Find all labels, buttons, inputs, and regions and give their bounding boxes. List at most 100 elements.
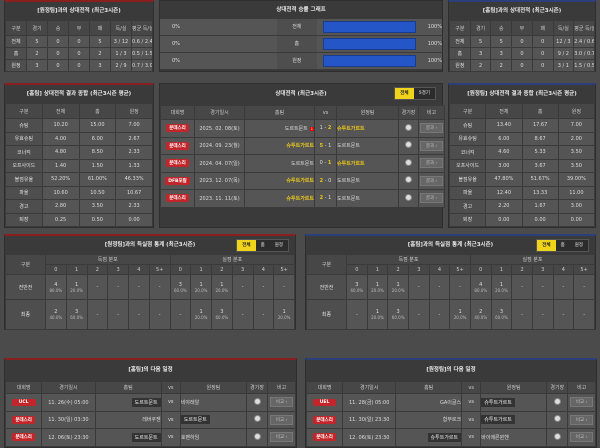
- away-team-name[interactable]: 바이에른뮌헨: [481, 434, 509, 441]
- home-team-name[interactable]: GA이글스: [440, 399, 462, 406]
- away-team[interactable]: 호펜하임: [179, 428, 247, 447]
- score: 2 - 0: [314, 171, 337, 190]
- cell: 0: [531, 47, 554, 60]
- away-team[interactable]: 슈투트가르트: [336, 154, 399, 173]
- result-button[interactable]: 결과 ›: [419, 140, 444, 151]
- away-team-name[interactable]: 도르트문트: [337, 143, 361, 150]
- goal-count: -: [438, 311, 441, 318]
- goal-count: -: [521, 311, 523, 318]
- row-label: 최종: [306, 299, 347, 330]
- stadium-cell: [245, 410, 269, 429]
- home-team[interactable]: 레버쿠젠: [94, 410, 162, 429]
- home-team[interactable]: 함부르크: [395, 410, 463, 429]
- away-team[interactable]: 도르트문트: [179, 410, 247, 429]
- tab-5-games[interactable]: 5경기: [418, 91, 430, 96]
- away-team[interactable]: 도르트문트: [336, 171, 399, 190]
- away-team[interactable]: 슈투트가르트: [480, 393, 548, 412]
- away-team-name[interactable]: 도르트문트: [337, 178, 361, 185]
- home-team[interactable]: 슈투트가르트: [244, 136, 315, 155]
- home-team[interactable]: 슈투트가르트: [395, 428, 463, 447]
- away-team[interactable]: 슈투트가르트: [336, 119, 399, 138]
- table-row: 전체 5 5 0 0 12 / 3 2.4 / 0.6: [449, 35, 595, 48]
- stadium-icon[interactable]: [553, 397, 561, 405]
- home-team-name[interactable]: 슈투트가르트: [286, 195, 314, 202]
- goal-count-header: 5+: [148, 264, 171, 275]
- result-button[interactable]: 결과 ›: [419, 158, 444, 169]
- goal-cell: -: [273, 274, 295, 300]
- tab-0[interactable]: 전체: [537, 240, 556, 251]
- away-team-name[interactable]: 슈투트가르트: [337, 125, 365, 132]
- result-label: 결과: [425, 196, 435, 202]
- compare-button[interactable]: 비교 ›: [269, 432, 294, 443]
- home-team-name[interactable]: 함부르크: [442, 417, 462, 424]
- home-team-name[interactable]: 슈투트가르트: [286, 178, 314, 185]
- home-team-name[interactable]: 도르트문트: [131, 432, 161, 442]
- stadium-icon[interactable]: [253, 397, 261, 405]
- away-team-name[interactable]: 도르트문트: [181, 415, 210, 425]
- away-team[interactable]: 도르트문트: [336, 189, 399, 208]
- stadium-icon[interactable]: [253, 415, 261, 423]
- away-team-name[interactable]: 슈투트가르트: [481, 415, 515, 425]
- tab-2[interactable]: 원정: [274, 243, 283, 248]
- column-header: 홈팀: [94, 381, 162, 394]
- home-team[interactable]: 슈투트가르트: [244, 171, 315, 190]
- column-header: 경기장: [398, 105, 419, 120]
- home-team-name[interactable]: 슈투트가르트: [427, 432, 461, 442]
- panel-title: [홈팀]과의 상대전적 (최근3시즌): [449, 2, 595, 20]
- home-team[interactable]: GA이글스: [395, 393, 463, 412]
- home-team-name[interactable]: 도르트문트: [284, 125, 308, 132]
- away-team-name[interactable]: 호펜하임: [180, 434, 200, 441]
- away-team-name[interactable]: 슈투트가르트: [481, 397, 515, 407]
- result-button[interactable]: 결과 ›: [419, 123, 444, 134]
- home-team[interactable]: 도르트문트 1: [244, 119, 315, 138]
- home-team[interactable]: 도르트문트: [94, 393, 162, 412]
- away-team[interactable]: 도르트문트: [336, 136, 399, 155]
- stadium-icon[interactable]: [405, 141, 412, 149]
- goal-count: -: [96, 284, 99, 290]
- cell: 3.50: [557, 158, 596, 173]
- stadium-icon[interactable]: [405, 123, 412, 131]
- home-team-name[interactable]: 도르트문트: [131, 397, 161, 407]
- result-button[interactable]: 결과 ›: [419, 193, 444, 204]
- tab-all[interactable]: 전체: [395, 88, 414, 99]
- away-team[interactable]: 비야레알: [179, 393, 247, 412]
- away-team-name[interactable]: 비야레알: [180, 399, 200, 406]
- compare-button[interactable]: 비교 ›: [269, 414, 294, 425]
- home-team-name[interactable]: 슈투트가르트: [286, 143, 314, 150]
- goals-row: 최종 2 40.0% 3 60.0% - - - - -1 20.0% 3 60.0% - -1 20.0%: [5, 299, 295, 330]
- home-team-name[interactable]: 도르트문트: [290, 160, 314, 167]
- scored-header: 득점 분포: [346, 254, 471, 265]
- cell: 3: [469, 47, 492, 60]
- header-row: 대회명 경기일시 홈팀 vs 원정팀 경기장 비고: [305, 381, 596, 394]
- home-team-name[interactable]: 레버쿠젠: [142, 417, 161, 424]
- compare-button[interactable]: 비교 ›: [269, 397, 294, 408]
- cell: 3 / 1: [552, 59, 575, 72]
- stadium-icon[interactable]: [405, 193, 412, 201]
- compare-button[interactable]: 비교 ›: [569, 414, 594, 425]
- stadium-icon[interactable]: [553, 432, 561, 440]
- competition-badge: 분데스리: [12, 415, 35, 424]
- stadium-icon[interactable]: [253, 432, 261, 440]
- compare-button[interactable]: 비교 ›: [569, 397, 594, 408]
- away-team-name[interactable]: 도르트문트: [337, 195, 361, 202]
- stadium-icon[interactable]: [553, 415, 561, 423]
- away-team-name[interactable]: 슈투트가르트: [337, 160, 365, 167]
- home-team[interactable]: 도르트문트: [244, 154, 315, 173]
- tab-2[interactable]: 원정: [574, 243, 583, 248]
- compare-button[interactable]: 비교 ›: [569, 432, 594, 443]
- result-button[interactable]: 결과 ›: [419, 175, 444, 186]
- tab-1[interactable]: 홈: [560, 243, 565, 248]
- chevron-right-icon: ›: [434, 196, 438, 202]
- goal-cell: -: [511, 299, 533, 330]
- stadium-icon[interactable]: [405, 158, 412, 166]
- vs-label: vs: [160, 410, 181, 429]
- away-team[interactable]: 슈투트가르트: [480, 410, 548, 429]
- away-team[interactable]: 바이에른뮌헨: [480, 428, 548, 447]
- tab-0[interactable]: 전체: [237, 240, 256, 251]
- home-team[interactable]: 도르트문트: [94, 428, 162, 447]
- vs-label: vs: [461, 393, 482, 412]
- cell: 0.7 / 3.0: [131, 59, 153, 72]
- tab-1[interactable]: 홈: [260, 243, 265, 248]
- home-team[interactable]: 슈투트가르트: [244, 189, 315, 208]
- stadium-icon[interactable]: [405, 176, 412, 184]
